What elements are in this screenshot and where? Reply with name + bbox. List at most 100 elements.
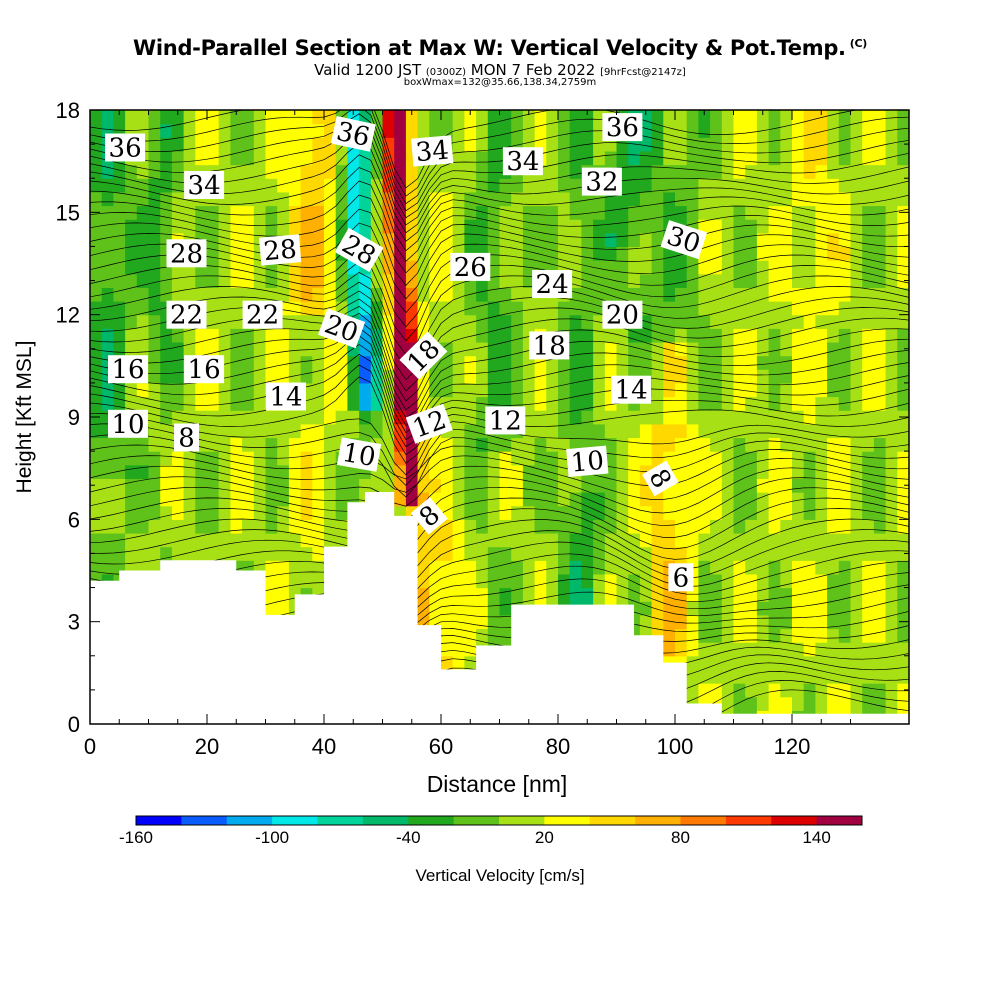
field-cell <box>698 369 711 384</box>
field-cell <box>499 341 512 357</box>
field-cell <box>686 314 699 329</box>
field-cell <box>195 341 208 357</box>
field-cell <box>464 219 477 234</box>
field-cell <box>604 519 618 534</box>
field-cell <box>639 341 653 357</box>
field-cell <box>815 137 828 152</box>
field-cell <box>558 573 571 589</box>
field-cell <box>429 205 442 220</box>
field-cell <box>675 314 688 329</box>
field-cell <box>780 382 793 398</box>
field-cell <box>850 287 863 302</box>
field-cell <box>464 464 477 479</box>
contour-label-text: 10 <box>111 410 144 440</box>
field-cell <box>792 150 805 166</box>
field-cell <box>710 614 723 630</box>
field-cell <box>195 273 208 288</box>
field-cell <box>651 150 664 166</box>
field-cell <box>792 628 805 643</box>
field-cell <box>230 505 243 520</box>
field-cell <box>827 273 840 288</box>
field-cell <box>511 219 524 234</box>
field-cell <box>710 669 723 684</box>
field-cell <box>710 505 723 520</box>
field-cell <box>675 273 688 288</box>
field-cell <box>593 519 606 534</box>
field-cell <box>721 287 735 302</box>
field-cell <box>148 219 161 234</box>
contour-label-background <box>602 113 643 142</box>
field-cell <box>616 437 629 452</box>
field-cell <box>429 437 442 452</box>
field-cell <box>745 573 758 589</box>
isentrope-line <box>90 497 909 550</box>
field-cell <box>382 478 395 493</box>
contour-label-background <box>485 406 526 435</box>
field-cell <box>429 369 442 384</box>
field-cell <box>639 205 653 220</box>
field-cell <box>873 696 887 711</box>
field-cell <box>558 423 571 439</box>
field-cell <box>464 355 477 370</box>
field-cell <box>499 628 512 643</box>
field-cell <box>803 164 816 179</box>
field-cell <box>499 560 512 575</box>
field-cell <box>569 382 582 398</box>
field-cell <box>651 382 664 398</box>
field-cell <box>499 260 512 275</box>
field-cell <box>90 191 103 207</box>
field-cell <box>183 451 196 466</box>
field-cell <box>604 532 618 548</box>
colorbar-tick-label: 80 <box>671 828 690 847</box>
field-cell <box>546 123 559 138</box>
field-cell <box>522 410 536 425</box>
field-cell <box>862 178 875 193</box>
field-cell <box>850 164 863 179</box>
field-cell <box>675 451 688 466</box>
field-cell <box>90 478 103 493</box>
field-cell <box>288 123 302 138</box>
field-cell <box>862 437 875 452</box>
field-cell <box>815 614 828 630</box>
field-cell <box>441 301 454 316</box>
terrain-mask <box>90 492 909 724</box>
field-cell <box>452 232 465 248</box>
field-cell <box>593 110 606 125</box>
field-cell <box>733 287 746 302</box>
field-cell <box>230 219 243 234</box>
isentrope-line <box>90 539 909 595</box>
field-cell <box>604 341 618 357</box>
field-cell <box>698 137 711 152</box>
field-cell <box>628 546 641 561</box>
field-cell <box>850 601 863 616</box>
field-cell <box>452 560 465 575</box>
field-cell <box>487 301 501 316</box>
field-cell <box>312 123 325 138</box>
field-cell <box>838 642 852 657</box>
field-cell <box>464 546 477 561</box>
field-cell <box>768 150 781 166</box>
field-cell <box>546 546 559 561</box>
field-cell <box>230 246 243 261</box>
field-cell <box>745 546 758 561</box>
field-cell <box>499 519 512 534</box>
field-cell <box>183 137 196 152</box>
field-cell <box>733 232 746 248</box>
field-cell <box>873 669 887 684</box>
field-cell <box>792 478 805 493</box>
field-cell <box>534 123 547 138</box>
field-cell <box>768 123 781 138</box>
field-cell <box>113 219 126 234</box>
field-cell <box>651 451 664 466</box>
field-cell <box>569 246 582 261</box>
field-cell <box>663 423 676 439</box>
field-cell <box>569 150 582 166</box>
field-cell <box>265 546 278 561</box>
contour-label-text: 32 <box>585 168 618 198</box>
colorbar: -160 -100 -40 20 80 140 <box>119 815 863 847</box>
field-cell <box>569 123 582 138</box>
field-cell <box>511 560 524 575</box>
field-cell <box>242 369 255 384</box>
field-cell <box>698 328 711 343</box>
field-cell <box>698 451 711 466</box>
